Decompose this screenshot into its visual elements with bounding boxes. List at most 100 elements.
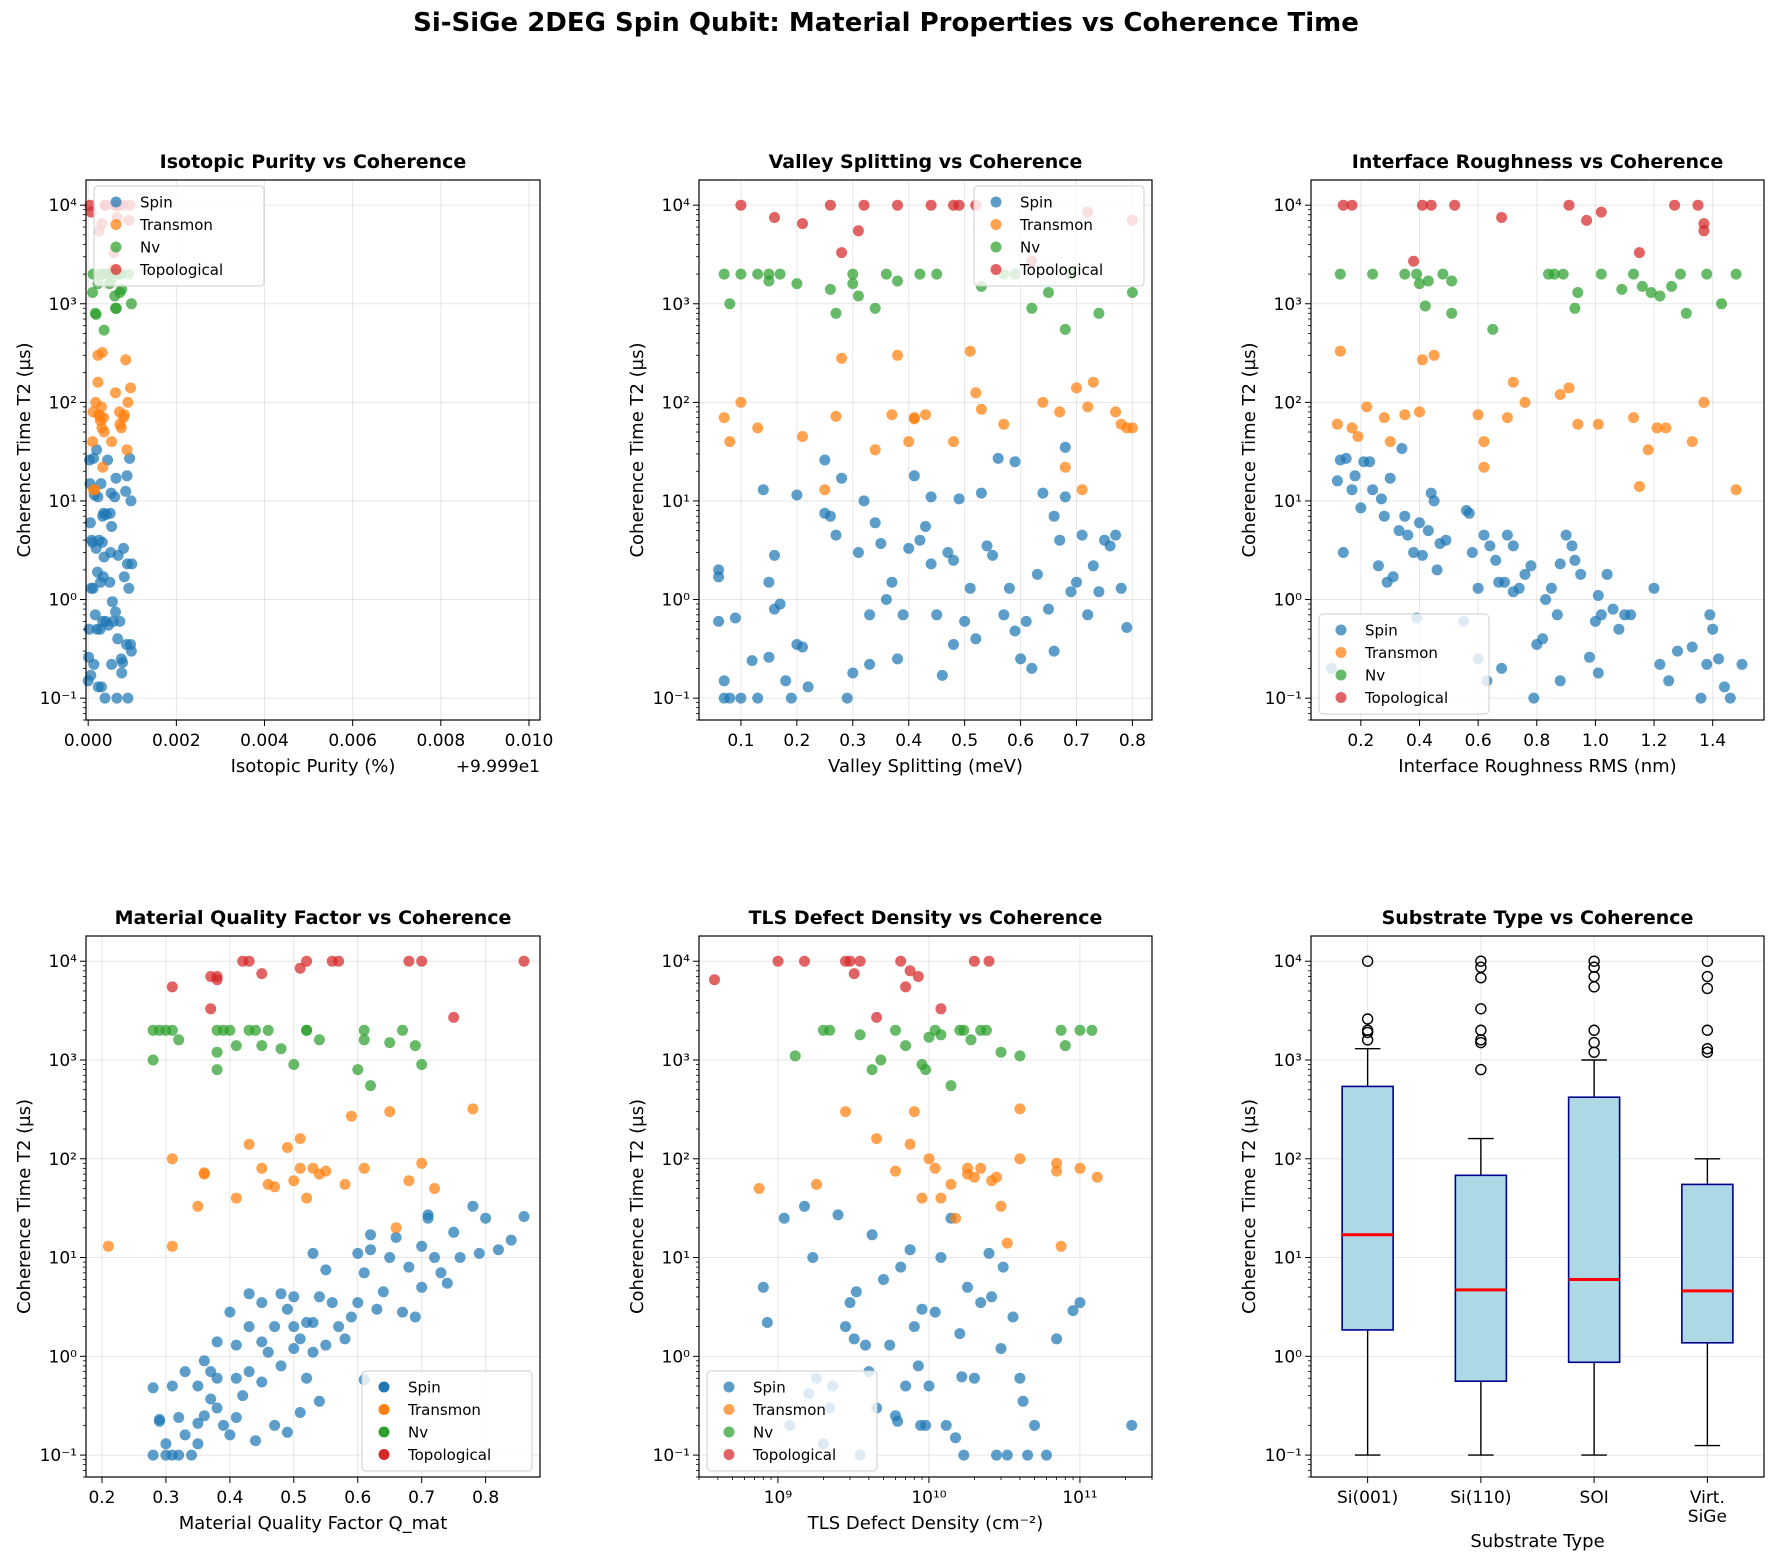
y-axis-label: Coherence Time T2 (µs) — [14, 342, 35, 557]
data-point — [858, 495, 870, 507]
data-point — [1663, 675, 1675, 687]
data-point — [819, 454, 831, 466]
data-point — [1716, 298, 1727, 310]
outlier-marker — [1701, 1046, 1714, 1058]
data-point — [98, 412, 110, 424]
x-tick-label: 0.000 — [64, 731, 113, 751]
data-point — [326, 1297, 338, 1309]
data-point — [1496, 662, 1508, 674]
x-tick-label: 0.2 — [783, 731, 810, 751]
x-axis: 0.000 0.002 0.004 0.006 0.008 0.010 +9.999e1 — [64, 720, 553, 777]
data-point — [166, 1024, 178, 1036]
data-point — [409, 1040, 421, 1052]
data-point — [429, 1252, 440, 1263]
data-point — [96, 347, 108, 358]
data-point — [895, 1261, 907, 1273]
y-tick-label: 10³ — [49, 295, 77, 315]
x-tick-label: 0.7 — [408, 1488, 435, 1508]
data-point — [908, 1106, 920, 1118]
data-point — [1393, 525, 1405, 537]
data-point — [358, 1024, 370, 1036]
legend-label: Spin — [1365, 622, 1398, 640]
data-point — [797, 218, 808, 230]
data-point — [1592, 590, 1604, 601]
data-point — [173, 1449, 185, 1461]
data-point — [1051, 1333, 1063, 1345]
data-point — [109, 491, 121, 503]
data-point — [1628, 268, 1639, 280]
data-point — [1548, 268, 1560, 280]
data-point — [769, 212, 780, 223]
data-point — [518, 1211, 530, 1222]
data-point — [301, 1024, 313, 1036]
data-point — [959, 615, 971, 627]
outlier-marker — [1701, 955, 1714, 967]
data-point — [441, 1277, 453, 1289]
y-tick-label: 10⁰ — [49, 1347, 78, 1367]
data-point — [1087, 560, 1099, 572]
data-point — [1704, 609, 1716, 621]
data-point — [953, 493, 965, 505]
data-point — [192, 1200, 204, 1212]
x-axis-label: Interface Roughness RMS (nm) — [1398, 756, 1676, 777]
data-point — [1572, 418, 1584, 430]
data-point — [1340, 452, 1352, 464]
data-point — [1087, 376, 1099, 388]
data-point — [799, 955, 810, 967]
data-point — [480, 1212, 492, 1224]
y-tick-label: 10³ — [1274, 1051, 1302, 1071]
data-point — [118, 571, 130, 583]
x-tick-label: 1.4 — [1699, 731, 1726, 751]
data-point — [211, 971, 223, 982]
tick-label-line: Virt. — [1690, 1488, 1725, 1508]
data-point — [903, 436, 915, 448]
legend-box — [361, 1370, 533, 1472]
data-point — [106, 658, 118, 670]
data-point — [224, 1429, 236, 1441]
data-point — [929, 1162, 941, 1174]
data-point — [1115, 582, 1127, 594]
data-point — [1337, 547, 1349, 558]
data-point — [121, 558, 133, 570]
x-tick-label: 1.0 — [1582, 731, 1609, 751]
data-point — [1633, 247, 1645, 259]
data-point — [256, 1336, 268, 1348]
data-point — [250, 1435, 261, 1447]
data-point — [384, 1106, 396, 1118]
data-point — [935, 1252, 947, 1263]
x-tick-label: 0.3 — [839, 731, 866, 751]
data-point — [110, 472, 122, 484]
data-point — [935, 1029, 947, 1041]
data-point — [211, 1372, 223, 1384]
data-point — [1519, 396, 1531, 408]
data-point — [1422, 275, 1434, 287]
data-point — [895, 955, 907, 967]
data-point — [307, 1346, 319, 1358]
legend: Spin Transmon Nv Topological — [93, 185, 265, 287]
data-point — [192, 1438, 204, 1450]
y-tick-label: 10⁻¹ — [653, 689, 690, 709]
data-point — [230, 1040, 242, 1052]
y-axis-label: Coherence Time T2 (µs) — [627, 342, 648, 557]
data-point — [1408, 547, 1420, 558]
x-tick-label: 0.3 — [152, 1488, 179, 1508]
data-point — [995, 1046, 1007, 1058]
data-point — [836, 472, 848, 484]
tick-label-line: SOI — [1580, 1488, 1609, 1508]
data-point — [935, 1003, 947, 1015]
data-point — [192, 1417, 204, 1429]
legend-marker — [723, 1381, 735, 1393]
legend-marker — [378, 1404, 390, 1415]
data-point — [110, 387, 121, 399]
data-point — [384, 1037, 396, 1049]
x-axis: 10⁹ 10¹⁰ 10¹¹ — [698, 1477, 1153, 1508]
data-point — [1346, 422, 1358, 434]
data-point — [1037, 487, 1049, 499]
data-point — [965, 1034, 977, 1046]
data-point — [371, 1303, 383, 1315]
data-point — [110, 606, 121, 618]
data-point — [1043, 287, 1054, 298]
data-point — [122, 396, 134, 408]
data-point — [1364, 456, 1376, 468]
y-tick-label: 10¹ — [1274, 492, 1302, 512]
